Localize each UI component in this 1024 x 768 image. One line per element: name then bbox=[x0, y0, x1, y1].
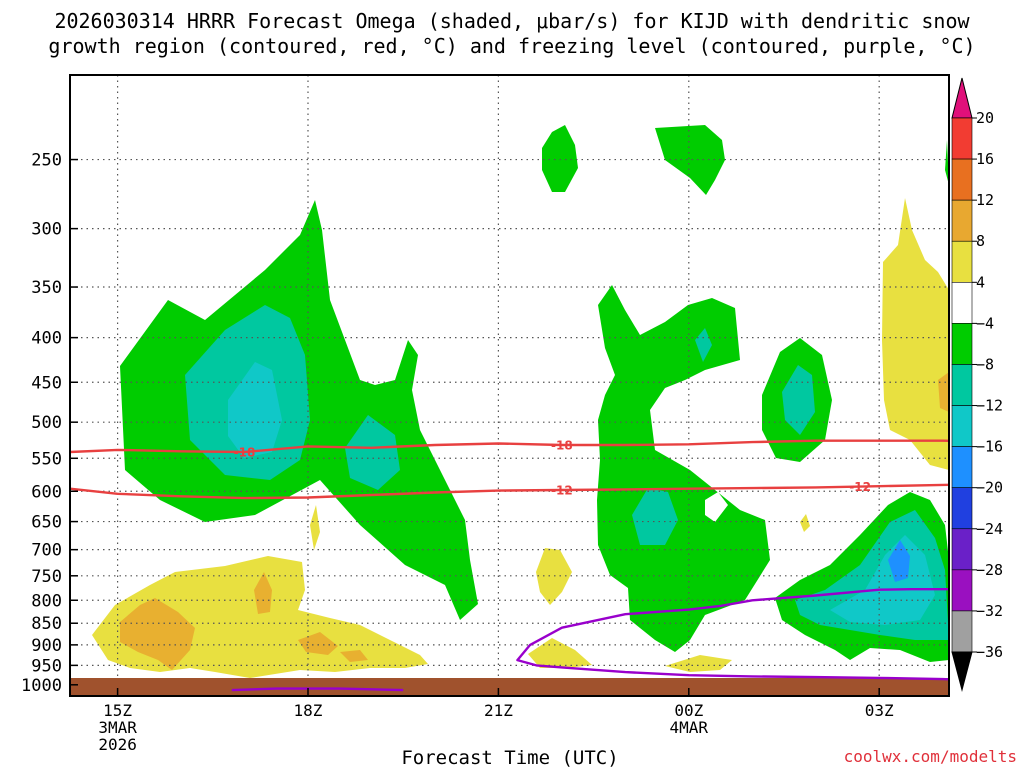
chart-title-line-1: 2026030314 HRRR Forecast Omega (shaded, … bbox=[54, 9, 970, 33]
colorbar-band-5 bbox=[951, 323, 973, 365]
omega-region-yellow-small-4 bbox=[665, 655, 732, 672]
omega-region-orange-18z bbox=[254, 572, 272, 614]
omega-region-orange-20z bbox=[340, 650, 368, 662]
x-tick-label-00z: 00Z bbox=[674, 701, 703, 720]
omega-colorbar: 20 16 12 8 4 −4 −8 −12 −16 −20 −24 −28 −32 −36 bbox=[951, 77, 1003, 692]
contour-label-dgz_minus12: -12 bbox=[849, 480, 871, 494]
omega-region-cyan-left bbox=[228, 362, 282, 458]
colorbar-band-6 bbox=[951, 364, 973, 406]
y-tick-label-900: 900 bbox=[31, 636, 62, 656]
y-tick-label-1000: 1000 bbox=[21, 676, 62, 696]
y-tick-label-800: 800 bbox=[31, 591, 62, 611]
colorbar-band-10 bbox=[951, 528, 973, 571]
y-tick-label-300: 300 bbox=[31, 220, 62, 240]
omega-shading bbox=[92, 125, 949, 678]
colorbar-label-13: −36 bbox=[976, 643, 1003, 661]
colorbar-label-11: −28 bbox=[976, 561, 1003, 579]
colorbar-band-12 bbox=[951, 610, 973, 653]
colorbar-label-12: −32 bbox=[976, 602, 1003, 620]
x-axis-title: Forecast Time (UTC) bbox=[401, 747, 618, 768]
y-tick-label-600: 600 bbox=[31, 482, 62, 502]
y-tick-label-350: 350 bbox=[31, 278, 62, 298]
chart-title-line-2: growth region (contoured, red, °C) and f… bbox=[48, 34, 975, 58]
temperature-contours: -18-18-18-12-120 bbox=[70, 438, 949, 692]
colorbar-band-2 bbox=[951, 199, 973, 242]
omega-region-yellow-small-3 bbox=[528, 638, 592, 668]
colorbar-band-8 bbox=[951, 446, 973, 488]
colorbar-label-6: −8 bbox=[976, 355, 994, 373]
colorbar-label-9: −20 bbox=[976, 479, 1003, 497]
colorbar-label-4: 4 bbox=[976, 273, 985, 291]
contour-dgz_minus12 bbox=[70, 483, 949, 500]
colorbar-band-11 bbox=[951, 569, 973, 612]
colorbar-label-2: 12 bbox=[976, 191, 994, 209]
omega-region-teal-center bbox=[345, 415, 400, 490]
colorbar-band-0 bbox=[951, 117, 973, 160]
y-tick-label-450: 450 bbox=[31, 373, 62, 393]
omega-region-orange-19z bbox=[298, 632, 338, 655]
contour-label-dgz_minus18: -18 bbox=[234, 446, 256, 460]
x-tick-label-18z: 18Z bbox=[294, 701, 323, 720]
x-tick-label-03z: 03Z bbox=[865, 701, 894, 720]
omega-region-yellow-small-5 bbox=[800, 514, 810, 532]
omega-region-orange-right bbox=[938, 372, 949, 412]
y-tick-label-750: 750 bbox=[31, 567, 62, 587]
contour-label-dgz_minus12: -12 bbox=[551, 483, 573, 497]
colorbar-label-0: 20 bbox=[976, 109, 994, 127]
y-tick-label-950: 950 bbox=[31, 656, 62, 676]
omega-region-teal-center-small bbox=[632, 488, 678, 545]
x-tick-label-3mar: 3MAR bbox=[98, 718, 137, 737]
x-tick-label-2026: 2026 bbox=[98, 735, 137, 754]
colorbar-band-3 bbox=[951, 240, 973, 283]
omega-cell-teal-right-mid bbox=[782, 365, 815, 435]
pressure-axis: 2503003504004505005506006507007508008509… bbox=[21, 151, 78, 696]
omega-region-blue-lower-right bbox=[888, 540, 910, 582]
omega-cell-green-top-2 bbox=[655, 125, 725, 195]
x-tick-label-4mar: 4MAR bbox=[670, 718, 709, 737]
x-tick-label-15z: 15Z bbox=[103, 701, 132, 720]
contour-freezing_0c_main bbox=[516, 587, 949, 681]
colorbar-label-8: −16 bbox=[976, 438, 1003, 456]
contour-dgz_minus18 bbox=[70, 439, 949, 454]
colorbar-label-7: −12 bbox=[976, 397, 1003, 415]
y-tick-label-500: 500 bbox=[31, 413, 62, 433]
time-axis: 15Z3MAR202618Z21Z00Z4MAR03Z06Z bbox=[98, 688, 894, 754]
y-tick-label-700: 700 bbox=[31, 541, 62, 561]
contour-label-dgz_minus18: -18 bbox=[551, 438, 573, 452]
colorbar-label-10: −24 bbox=[976, 520, 1003, 538]
colorbar-band-1 bbox=[951, 158, 973, 201]
y-tick-label-250: 250 bbox=[31, 151, 62, 171]
colorbar-top-arrow bbox=[951, 77, 973, 119]
omega-region-orange-lowleft bbox=[120, 598, 195, 670]
colorbar-label-3: 8 bbox=[976, 232, 985, 250]
credit-text: coolwx.com/modelts bbox=[844, 747, 1017, 766]
colorbar-band-7 bbox=[951, 405, 973, 447]
y-tick-label-650: 650 bbox=[31, 513, 62, 533]
ground-surface bbox=[70, 678, 949, 696]
y-tick-label-850: 850 bbox=[31, 614, 62, 634]
y-tick-label-400: 400 bbox=[31, 329, 62, 349]
x-tick-label-21z: 21Z bbox=[484, 701, 513, 720]
omega-region-yellow-small-2 bbox=[536, 548, 572, 605]
colorbar-label-1: 16 bbox=[976, 150, 994, 168]
omega-region-teal-dot bbox=[695, 328, 712, 362]
colorbar-band-4 bbox=[951, 282, 973, 324]
omega-region-yellow-small-1 bbox=[310, 505, 320, 550]
colorbar-label-5: −4 bbox=[976, 314, 994, 332]
omega-region-green-center bbox=[597, 285, 770, 652]
omega-hole-white bbox=[705, 492, 728, 522]
colorbar-band-9 bbox=[951, 487, 973, 530]
omega-cell-green-top-1 bbox=[542, 125, 578, 192]
omega-region-yellow-right bbox=[882, 198, 949, 470]
colorbar-bottom-arrow bbox=[951, 651, 973, 692]
y-tick-label-550: 550 bbox=[31, 449, 62, 469]
plot-frame bbox=[69, 74, 950, 697]
